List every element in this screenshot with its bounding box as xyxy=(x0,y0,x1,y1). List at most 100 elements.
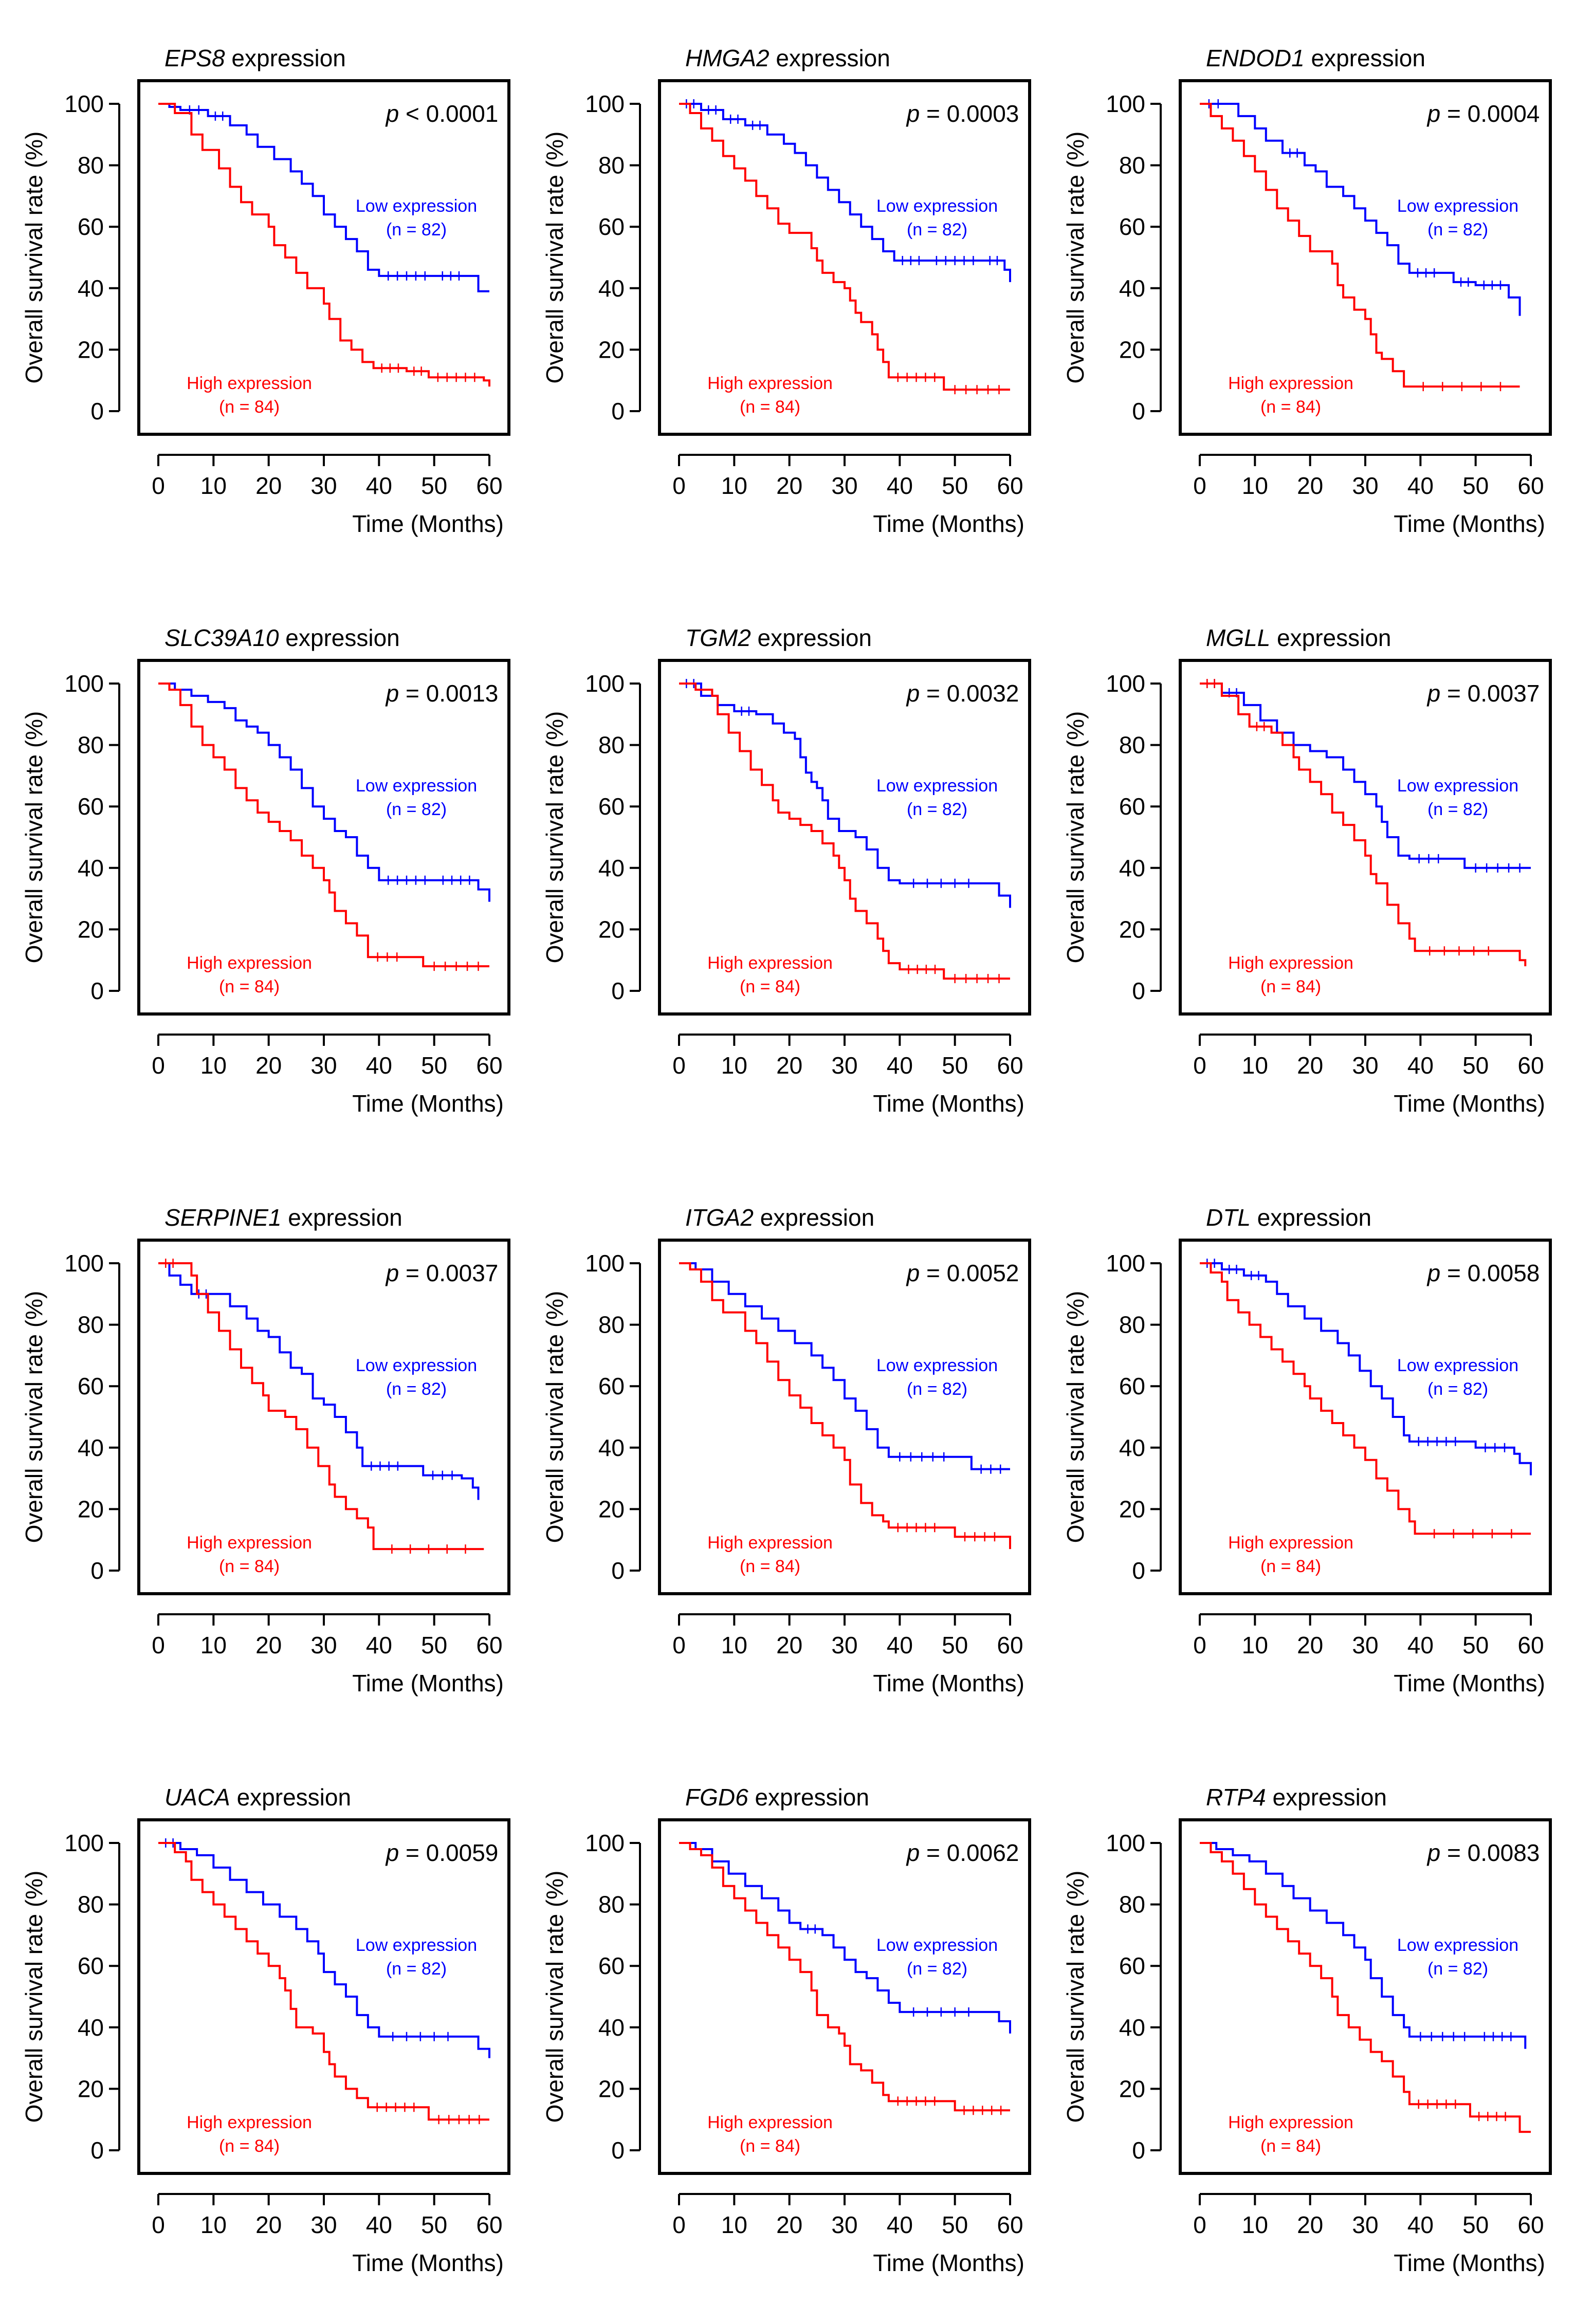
km-curve-low xyxy=(679,1262,1010,1470)
x-tick-label: 0 xyxy=(672,472,686,499)
y-tick-label: 20 xyxy=(78,1496,104,1522)
y-tick-label: 40 xyxy=(78,2014,104,2041)
x-tick-label: 50 xyxy=(421,1052,447,1079)
legend-label-high: High expression xyxy=(707,1533,833,1553)
legend-label-low: Low expression xyxy=(356,1356,477,1375)
p-value-text: = 0.0052 xyxy=(920,1260,1019,1286)
p-symbol: p xyxy=(1426,1260,1441,1286)
legend-n-low: (n = 82) xyxy=(386,800,447,819)
x-tick-label: 30 xyxy=(831,1052,857,1079)
title-suffix: expression xyxy=(225,45,346,71)
p-value-text: = 0.0004 xyxy=(1440,100,1540,127)
legend-n-high: (n = 84) xyxy=(740,397,800,417)
x-tick-label: 30 xyxy=(1352,472,1378,499)
km-curve-low xyxy=(158,1262,480,1500)
x-tick-label: 30 xyxy=(831,1632,857,1658)
x-tick-label: 20 xyxy=(255,1632,282,1658)
x-tick-label: 60 xyxy=(997,1632,1023,1658)
legend-label-low: Low expression xyxy=(356,1935,477,1955)
y-tick-label: 100 xyxy=(585,1250,625,1277)
y-tick-label: 20 xyxy=(598,2075,625,2102)
y-tick-label: 80 xyxy=(598,1312,625,1338)
y-tick-label: 20 xyxy=(1119,916,1145,943)
x-tick-label: 50 xyxy=(942,1632,968,1658)
plot-frame xyxy=(137,1239,510,1595)
p-value-text: < 0.0001 xyxy=(399,100,498,127)
p-value: p = 0.0037 xyxy=(385,1260,499,1286)
title-suffix: expression xyxy=(748,1784,869,1811)
y-tick-label: 0 xyxy=(90,398,104,425)
x-tick-label: 0 xyxy=(152,1052,165,1079)
x-tick-label: 10 xyxy=(200,1632,227,1658)
km-curve-low xyxy=(1200,103,1521,316)
y-axis-title: Overall survival rate (%) xyxy=(21,132,47,384)
x-tick-label: 60 xyxy=(997,1052,1023,1079)
legend-n-high: (n = 84) xyxy=(1260,977,1321,997)
panel-title: ITGA2 expression xyxy=(685,1204,874,1231)
panel-title: RTP4 expression xyxy=(1206,1784,1387,1811)
legend-n-low: (n = 82) xyxy=(1427,1379,1488,1399)
y-tick-label: 0 xyxy=(90,1557,104,1584)
y-tick-label: 100 xyxy=(64,1250,104,1277)
p-value-text: = 0.0037 xyxy=(399,1260,498,1286)
panel-title: EPS8 expression xyxy=(164,45,346,71)
y-tick-label: 100 xyxy=(585,1830,625,1856)
p-value: p = 0.0003 xyxy=(906,100,1019,127)
y-tick-label: 20 xyxy=(78,2075,104,2102)
x-tick-label: 50 xyxy=(942,2211,968,2238)
km-curve-low xyxy=(1200,1842,1527,2049)
x-tick-label: 60 xyxy=(997,472,1023,499)
gene-name: ITGA2 xyxy=(685,1204,754,1231)
x-tick-label: 40 xyxy=(1407,2211,1434,2238)
y-tick-label: 20 xyxy=(598,916,625,943)
legend-label-low: Low expression xyxy=(356,776,477,796)
gene-name: ENDOD1 xyxy=(1206,45,1305,71)
legend-label-low: Low expression xyxy=(356,196,477,216)
legend-label-low: Low expression xyxy=(1397,1935,1518,1955)
legend-n-high: (n = 84) xyxy=(219,977,280,997)
y-tick-label: 80 xyxy=(1119,732,1145,759)
y-tick-label: 0 xyxy=(1132,398,1145,425)
x-axis-title: Time (Months) xyxy=(873,1090,1024,1117)
x-tick-label: 0 xyxy=(672,2211,686,2238)
y-tick-label: 80 xyxy=(598,732,625,759)
legend-n-low: (n = 82) xyxy=(907,1959,967,1979)
x-tick-label: 30 xyxy=(310,472,337,499)
p-symbol: p xyxy=(1426,1839,1441,1866)
y-tick-label: 40 xyxy=(1119,275,1145,302)
legend-label-high: High expression xyxy=(187,1533,312,1553)
y-tick-label: 80 xyxy=(1119,1312,1145,1338)
legend-label-high: High expression xyxy=(707,2113,833,2132)
plot-frame xyxy=(137,659,510,1016)
plot-frame xyxy=(1179,659,1552,1016)
km-curve-high xyxy=(158,683,489,968)
y-tick-label: 20 xyxy=(1119,336,1145,363)
y-tick-label: 40 xyxy=(78,1434,104,1461)
y-axis-title: Overall survival rate (%) xyxy=(541,1871,568,2123)
x-tick-label: 20 xyxy=(255,1052,282,1079)
legend-n-high: (n = 84) xyxy=(1260,397,1321,417)
plot-frame xyxy=(1179,1239,1552,1595)
y-tick-label: 60 xyxy=(598,213,625,240)
km-curve-low xyxy=(679,683,1011,908)
panel-title: ENDOD1 expression xyxy=(1206,45,1425,71)
y-tick-label: 60 xyxy=(1119,793,1145,820)
y-tick-label: 60 xyxy=(78,1952,104,1979)
x-tick-label: 30 xyxy=(1352,1632,1378,1658)
x-tick-label: 40 xyxy=(366,2211,392,2238)
x-tick-label: 50 xyxy=(942,472,968,499)
x-tick-label: 50 xyxy=(1462,472,1489,499)
p-symbol: p xyxy=(906,680,920,707)
x-tick-label: 30 xyxy=(831,2211,857,2238)
x-tick-label: 10 xyxy=(1242,1632,1268,1658)
legend-label-high: High expression xyxy=(1228,1533,1353,1553)
x-tick-label: 30 xyxy=(1352,1052,1378,1079)
x-tick-label: 20 xyxy=(776,1632,802,1658)
plot-frame xyxy=(137,79,510,436)
x-tick-label: 50 xyxy=(1462,1052,1489,1079)
legend-n-low: (n = 82) xyxy=(386,1379,447,1399)
